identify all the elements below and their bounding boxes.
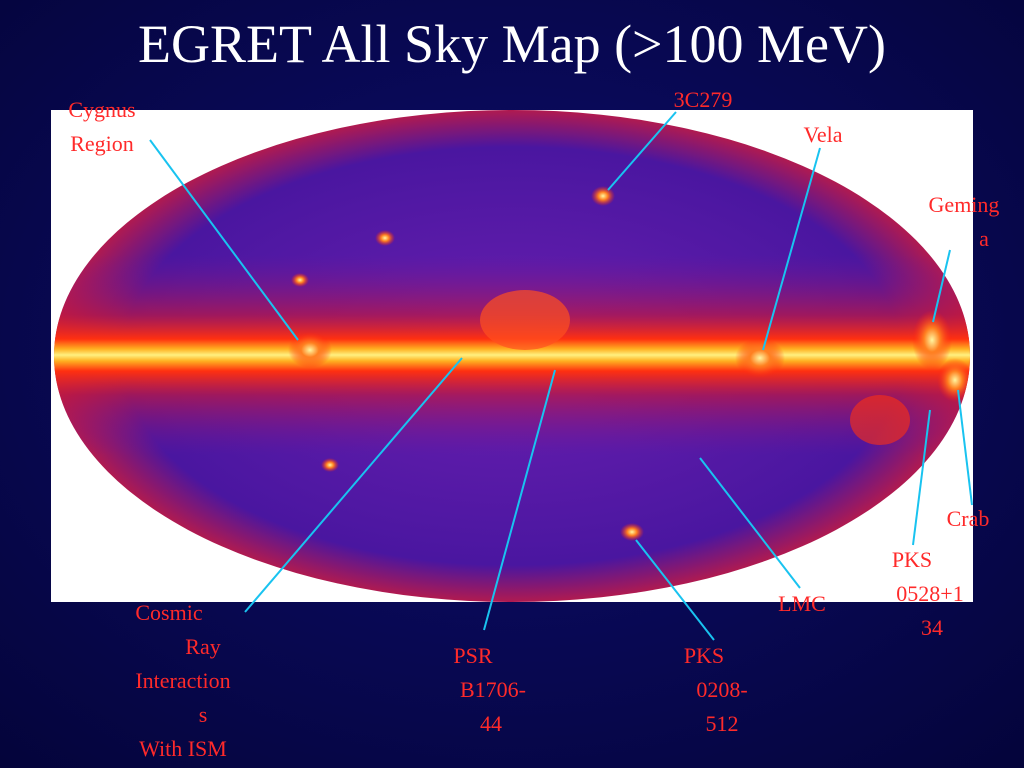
source-label: s <box>199 702 208 727</box>
source-label: Interaction <box>135 668 230 693</box>
source-label: Crab <box>947 506 990 531</box>
source-label: Vela <box>803 122 842 147</box>
source-label: Geming <box>929 192 1000 217</box>
source-label: PKS <box>684 643 724 668</box>
source-label: a <box>979 226 989 251</box>
source-label: PSR <box>453 643 492 668</box>
source-label: Ray <box>185 634 220 659</box>
source-label: 512 <box>706 711 739 736</box>
source-label: 3C279 <box>674 87 733 112</box>
source-label: Cygnus <box>68 97 135 122</box>
source-label: PKS <box>892 547 932 572</box>
source-label: 34 <box>921 615 943 640</box>
source-label: 44 <box>480 711 502 736</box>
source-label: Region <box>70 131 134 156</box>
slide-title: EGRET All Sky Map (>100 MeV) <box>138 14 886 74</box>
source-label: LMC <box>778 591 826 616</box>
source-label: 0528+1 <box>896 581 963 606</box>
pointers <box>149 111 973 641</box>
source-label: B1706- <box>460 677 526 702</box>
source-label: With ISM <box>139 736 227 761</box>
source-label: 0208- <box>696 677 747 702</box>
source-label: Cosmic <box>135 600 202 625</box>
sky-map <box>51 110 973 602</box>
